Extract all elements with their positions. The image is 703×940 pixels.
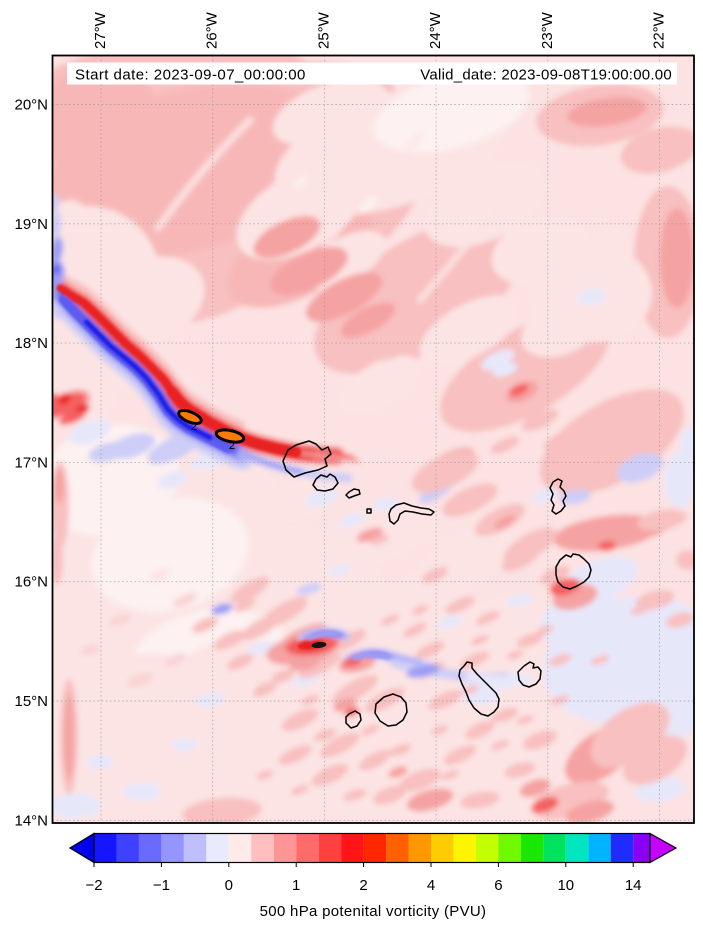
svg-text:Valid_date: 2023-09-08T19:00:0: Valid_date: 2023-09-08T19:00:00.00 <box>420 67 672 84</box>
svg-text:500 hPa potenital vorticity (P: 500 hPa potenital vorticity (PVU) <box>260 903 487 920</box>
svg-text:20°N: 20°N <box>14 97 48 114</box>
svg-text:4: 4 <box>427 877 435 894</box>
svg-text:14°N: 14°N <box>14 812 48 829</box>
svg-text:−2: −2 <box>85 877 102 894</box>
svg-text:18°N: 18°N <box>14 335 48 352</box>
svg-text:19°N: 19°N <box>14 216 48 233</box>
svg-text:2: 2 <box>359 877 367 894</box>
svg-text:23°W: 23°W <box>539 11 556 49</box>
svg-text:26°W: 26°W <box>204 11 221 49</box>
svg-text:0: 0 <box>225 877 233 894</box>
svg-text:10: 10 <box>557 877 574 894</box>
svg-text:2: 2 <box>191 421 197 433</box>
svg-text:25°W: 25°W <box>315 11 332 49</box>
svg-text:22°W: 22°W <box>650 11 667 49</box>
svg-text:16°N: 16°N <box>14 574 48 591</box>
svg-text:2: 2 <box>229 440 235 452</box>
svg-text:14: 14 <box>625 877 642 894</box>
svg-text:6: 6 <box>494 877 502 894</box>
svg-text:27°W: 27°W <box>92 11 109 49</box>
svg-text:24°W: 24°W <box>427 11 444 49</box>
svg-text:1: 1 <box>292 877 300 894</box>
svg-text:−1: −1 <box>153 877 170 894</box>
svg-text:15°N: 15°N <box>14 693 48 710</box>
svg-text:17°N: 17°N <box>14 454 48 471</box>
svg-text:Start date: 2023-09-07_00:00:0: Start date: 2023-09-07_00:00:00 <box>75 67 306 84</box>
